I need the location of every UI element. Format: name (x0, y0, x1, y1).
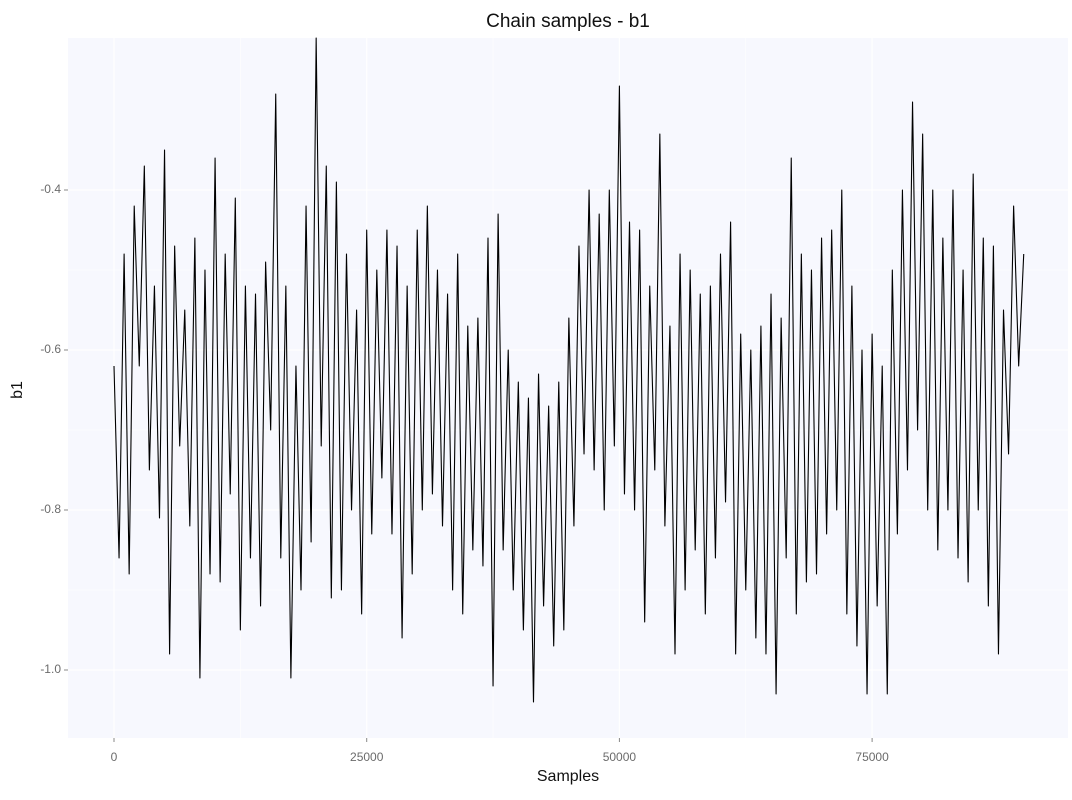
x-tick-label: 25000 (350, 750, 384, 764)
y-tick-label: -0.8 (40, 502, 61, 516)
x-tick-label: 75000 (855, 750, 889, 764)
trace-line (113, 37, 1025, 703)
chart-title: Chain samples - b1 (486, 11, 650, 32)
x-tick-label: 0 (111, 750, 118, 764)
x-axis-label: Samples (537, 768, 599, 785)
y-tick-label: -1.0 (40, 662, 61, 676)
y-tick-label: -0.6 (40, 342, 61, 356)
y-axis-label: b1 (9, 381, 26, 399)
y-tick-label: -0.4 (40, 182, 61, 196)
x-tick-label: 50000 (603, 750, 637, 764)
